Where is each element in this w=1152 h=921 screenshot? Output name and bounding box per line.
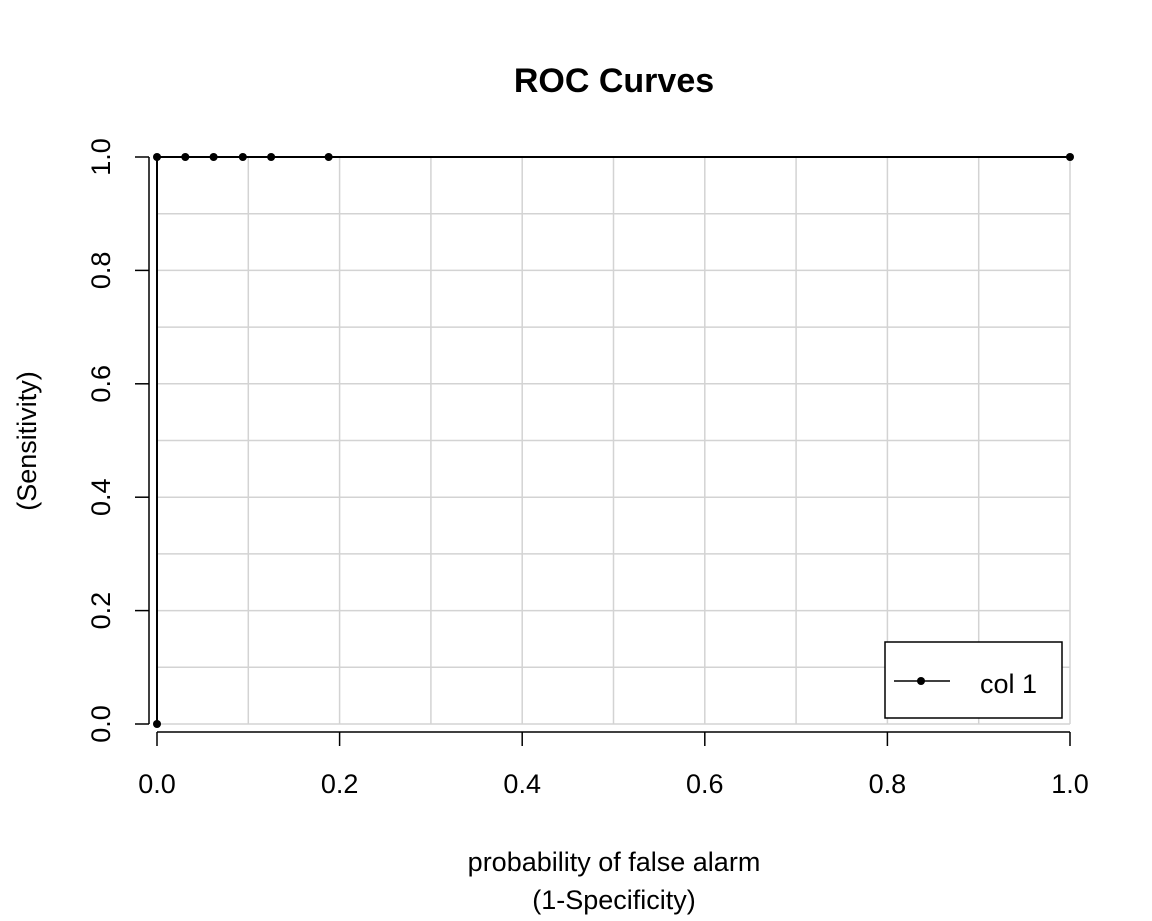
y-axis-label-line-2: (Sensitivity) bbox=[12, 371, 42, 511]
data-point bbox=[1066, 153, 1074, 161]
legend: col 1 bbox=[884, 641, 1063, 719]
x-tick-label: 0.4 bbox=[503, 769, 541, 799]
legend-marker bbox=[917, 677, 925, 685]
y-tick-label: 1.0 bbox=[86, 138, 116, 176]
y-tick-label: 0.6 bbox=[86, 365, 116, 403]
chart-title: ROC Curves bbox=[514, 62, 714, 100]
x-tick-label: 0.6 bbox=[686, 769, 724, 799]
data-point bbox=[324, 153, 333, 161]
x-tick-label: 0.2 bbox=[321, 769, 359, 799]
data-point bbox=[153, 153, 161, 161]
x-axis-label-line-2: (1-Specificity) bbox=[532, 885, 696, 915]
legend-box bbox=[884, 641, 1063, 719]
x-tick-label: 0.0 bbox=[138, 769, 176, 799]
x-tick-label: 1.0 bbox=[1051, 769, 1089, 799]
data-point bbox=[267, 153, 276, 161]
data-point bbox=[238, 153, 247, 161]
x-axis-label-line-1: probability of false alarm bbox=[468, 847, 761, 877]
data-point bbox=[181, 153, 190, 161]
series-col-1 bbox=[153, 153, 1074, 728]
data-point bbox=[209, 153, 218, 161]
grid bbox=[156, 156, 1071, 725]
y-tick-label: 0.4 bbox=[86, 478, 116, 516]
axes: 0.0 0.2 0.4 0.6 0.8 1.0 0.0 0.2 0.4 0.6 0.8 1.0 bbox=[86, 138, 1089, 799]
y-tick-label: 0.8 bbox=[86, 252, 116, 290]
series-line bbox=[156, 156, 1070, 724]
legend-label: col 1 bbox=[980, 669, 1037, 699]
data-point bbox=[153, 720, 161, 728]
y-tick-label: 0.0 bbox=[86, 705, 116, 743]
y-tick-label: 0.2 bbox=[86, 592, 116, 630]
x-tick-label: 0.8 bbox=[869, 769, 907, 799]
